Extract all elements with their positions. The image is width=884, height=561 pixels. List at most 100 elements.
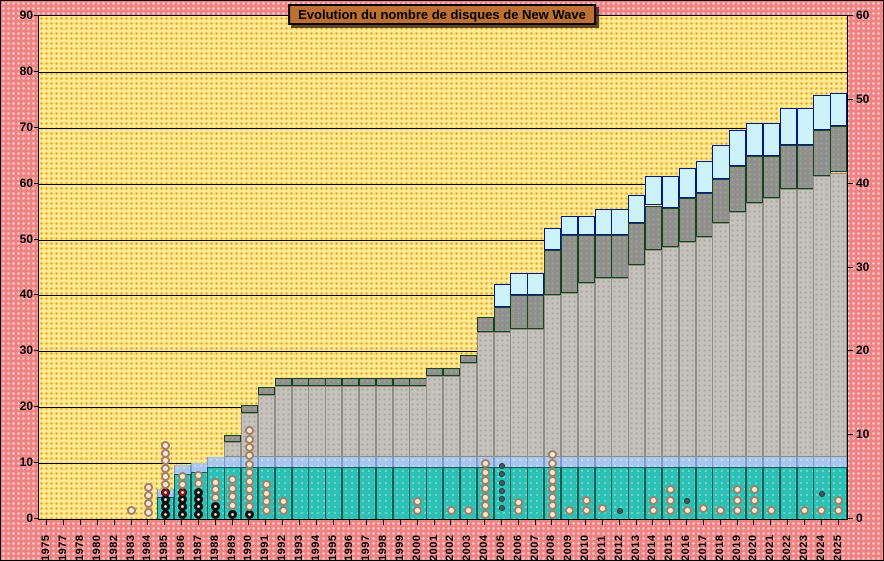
bar-segment-serie-turquoise-2014 — [645, 467, 663, 519]
ring-marker-2004 — [480, 475, 490, 485]
bar-segment-serie-gris-clair-2008 — [544, 295, 562, 457]
ring-marker-2010 — [581, 505, 591, 515]
x-axis-label-1998: 1998 — [377, 534, 390, 561]
left-axis-label-10: 10 — [19, 455, 33, 470]
bar-segment-serie-gris-fonce-2000 — [409, 378, 427, 386]
right-axis-label-60: 60 — [856, 8, 870, 22]
ring-marker-2025 — [834, 505, 844, 515]
ring-marker-2004 — [480, 484, 490, 494]
bar-segment-serie-gris-clair-1989 — [224, 441, 242, 457]
ring-marker-2015 — [665, 505, 675, 515]
bar-segment-serie-gris-fonce-1990 — [241, 405, 259, 413]
bar-segment-serie-turquoise-2022 — [779, 467, 797, 519]
bar-segment-serie-gris-clair-1997 — [358, 386, 377, 457]
left-axis-label-30: 30 — [19, 343, 33, 358]
bar-segment-serie-turquoise-2009 — [560, 467, 579, 519]
bar-segment-serie-gris-clair-2000 — [409, 386, 427, 457]
bar-segment-serie-cyan-pale-2024 — [813, 94, 831, 130]
bar-segment-serie-cyan-pale-2015 — [661, 175, 680, 208]
left-axis-tick-30 — [34, 350, 38, 352]
x-axis-tick-1975 — [46, 519, 48, 525]
bar-segment-serie-turquoise-2010 — [577, 467, 595, 519]
left-axis-label-20: 20 — [19, 399, 33, 414]
bar-segment-serie-gris-clair-2022 — [779, 189, 797, 457]
red-marker-1985 — [160, 487, 170, 497]
ring-marker-2010 — [581, 495, 591, 505]
bar-segment-serie-bleu-clair-1999 — [392, 457, 410, 468]
bar-segment-serie-gris-fonce-1998 — [375, 378, 393, 386]
bar-segment-serie-turquoise-2021 — [762, 467, 781, 519]
bar-segment-serie-bleu-clair-2018 — [712, 457, 730, 468]
x-axis-label-1988: 1988 — [208, 534, 221, 561]
bar-segment-serie-bleu-clair-2013 — [628, 457, 646, 468]
black-marker-1989 — [228, 509, 238, 519]
bar-segment-serie-cyan-pale-2009 — [560, 215, 579, 235]
bar-segment-serie-bleu-clair-2019 — [729, 457, 747, 468]
ring-marker-2019 — [733, 505, 743, 515]
bar-segment-serie-bleu-clair-1987 — [190, 463, 208, 472]
x-axis-label-1982: 1982 — [107, 534, 120, 561]
x-axis-label-1985: 1985 — [158, 534, 171, 561]
bar-segment-serie-gris-clair-2002 — [443, 375, 461, 457]
bar-segment-serie-cyan-pale-2019 — [729, 129, 747, 166]
bar-segment-serie-gris-fonce-1994 — [308, 378, 326, 386]
bar-segment-serie-gris-fonce-2019 — [729, 165, 747, 212]
bar-segment-serie-gris-fonce-2015 — [661, 207, 680, 248]
ring-marker-1989 — [228, 500, 238, 510]
bar-segment-serie-gris-fonce-1993 — [291, 378, 309, 386]
ring-marker-1990 — [244, 459, 254, 469]
dark-marker-2005 — [498, 496, 505, 503]
black-marker-1987 — [194, 487, 204, 497]
x-axis-tick-2019 — [736, 519, 738, 525]
bar-segment-serie-turquoise-1998 — [375, 467, 393, 519]
ring-marker-2023 — [800, 505, 810, 515]
x-axis-label-2017: 2017 — [696, 534, 709, 561]
x-axis-label-2015: 2015 — [663, 534, 676, 561]
ring-marker-1991 — [261, 480, 271, 490]
x-axis-tick-1985 — [164, 519, 166, 525]
bar-segment-serie-gris-fonce-1997 — [358, 378, 377, 386]
right-axis-tick-0 — [848, 518, 853, 519]
ring-marker-1990 — [244, 426, 254, 436]
ring-marker-1991 — [261, 497, 271, 507]
black-marker-1990 — [244, 509, 254, 519]
bar-segment-serie-turquoise-1995 — [325, 467, 343, 519]
x-axis-label-1990: 1990 — [242, 534, 255, 561]
x-axis-tick-2011 — [601, 519, 603, 525]
x-axis-tick-1994 — [315, 519, 317, 525]
x-axis-tick-2006 — [517, 519, 519, 525]
bar-segment-serie-gris-clair-2011 — [594, 277, 612, 457]
bar-segment-serie-gris-fonce-2017 — [695, 192, 713, 237]
ring-marker-2002 — [446, 505, 456, 515]
ring-marker-2004 — [480, 509, 490, 519]
x-axis-label-1986: 1986 — [175, 534, 188, 561]
bar-segment-serie-bleu-clair-1994 — [308, 457, 326, 468]
x-axis-tick-1989 — [231, 519, 233, 525]
bar-segment-serie-bleu-clair-2005 — [493, 457, 511, 468]
ring-marker-1986 — [177, 472, 187, 481]
bar-segment-serie-bleu-clair-2023 — [796, 457, 814, 468]
dark-marker-2005 — [498, 462, 505, 469]
ring-marker-1985 — [160, 440, 170, 450]
bar-segment-serie-bleu-clair-1991 — [257, 457, 276, 468]
dark-marker-2005 — [498, 479, 505, 486]
bar-segment-serie-gris-clair-2016 — [678, 242, 696, 457]
bar-segment-serie-cyan-pale-2023 — [796, 107, 814, 145]
bar-segment-serie-bleu-clair-2009 — [560, 457, 579, 468]
left-axis-tick-60 — [34, 182, 38, 184]
ring-marker-1990 — [244, 484, 254, 494]
bar-segment-serie-bleu-clair-2011 — [594, 457, 612, 468]
x-axis-tick-2003 — [467, 519, 469, 525]
bar-segment-serie-gris-clair-1996 — [342, 386, 360, 457]
bar-segment-serie-turquoise-2002 — [443, 467, 461, 519]
x-axis-label-2023: 2023 — [797, 534, 810, 561]
dark-marker-2016 — [684, 498, 691, 505]
x-axis-tick-2008 — [551, 519, 553, 525]
x-axis-label-2014: 2014 — [646, 534, 659, 561]
bar-segment-serie-gris-fonce-1989 — [224, 435, 242, 442]
bar-segment-serie-gris-clair-2015 — [661, 247, 680, 457]
gridline-30 — [39, 351, 847, 353]
ring-marker-2008 — [547, 450, 557, 460]
bar-segment-serie-gris-fonce-2020 — [746, 155, 764, 204]
x-axis-label-2011: 2011 — [595, 535, 608, 561]
